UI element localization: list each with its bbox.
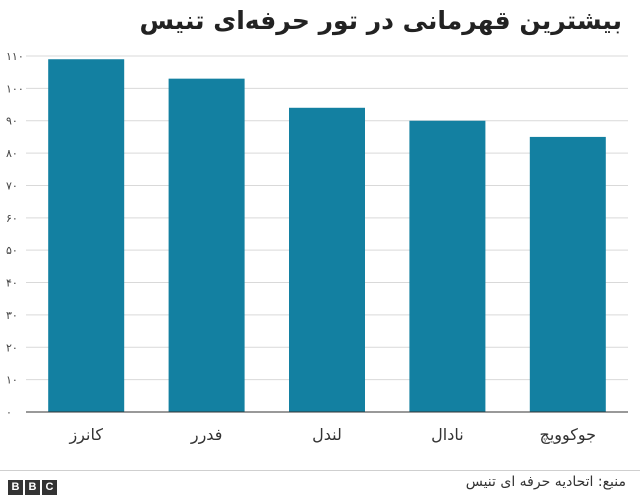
bars bbox=[48, 59, 606, 413]
x-tick-label: لندل bbox=[312, 425, 342, 444]
bar bbox=[529, 136, 606, 412]
x-tick-label: فدرر bbox=[190, 425, 223, 445]
y-tick-label: ۱۰۰ bbox=[6, 82, 24, 95]
y-tick-label: ۸۰ bbox=[6, 147, 18, 160]
bar bbox=[409, 120, 486, 413]
bbc-logo-letter: B bbox=[25, 480, 40, 495]
y-tick-label: ۹۰ bbox=[6, 115, 18, 128]
source-note: منبع: اتحادیه حرفه ای تنیس bbox=[465, 474, 626, 490]
x-tick-label: جوکوویچ bbox=[540, 425, 597, 445]
bar bbox=[48, 59, 125, 413]
y-tick-label: ۰ bbox=[6, 406, 12, 419]
y-tick-label: ۴۰ bbox=[6, 277, 18, 290]
bbc-logo-letter: C bbox=[42, 480, 57, 495]
y-tick-label: ۷۰ bbox=[6, 179, 18, 192]
footer-divider bbox=[0, 470, 640, 471]
y-tick-label: ۳۰ bbox=[6, 309, 18, 322]
bar bbox=[289, 107, 365, 413]
y-axis-ticks: ۰ ۱۰ ۲۰ ۳۰ ۴۰ ۵۰ ۶۰ ۷۰ ۸۰ ۹۰ ۱۰۰ ۱۱۰ bbox=[6, 50, 24, 419]
bbc-logo-letter: B bbox=[8, 480, 23, 495]
y-tick-label: ۲۰ bbox=[6, 341, 18, 354]
y-tick-label: ۱۱۰ bbox=[6, 50, 24, 63]
x-tick-label: کانرز bbox=[68, 425, 103, 445]
y-tick-label: ۱۰ bbox=[6, 374, 18, 387]
x-tick-label: نادال bbox=[431, 425, 464, 444]
bar bbox=[168, 78, 245, 413]
y-tick-label: ۶۰ bbox=[6, 212, 18, 225]
chart-title: بیشترین قهرمانی در تور حرفه‌ای تنیس bbox=[139, 6, 622, 35]
y-tick-label: ۵۰ bbox=[6, 244, 18, 257]
x-axis-labels: کانرز فدرر لندل نادال جوکوویچ bbox=[68, 425, 596, 445]
bbc-logo: B B C bbox=[8, 480, 57, 495]
bar-chart: ۰ ۱۰ ۲۰ ۳۰ ۴۰ ۵۰ ۶۰ ۷۰ ۸۰ ۹۰ ۱۰۰ ۱۱۰ کانرز فدرر لندل ن… bbox=[6, 50, 628, 445]
